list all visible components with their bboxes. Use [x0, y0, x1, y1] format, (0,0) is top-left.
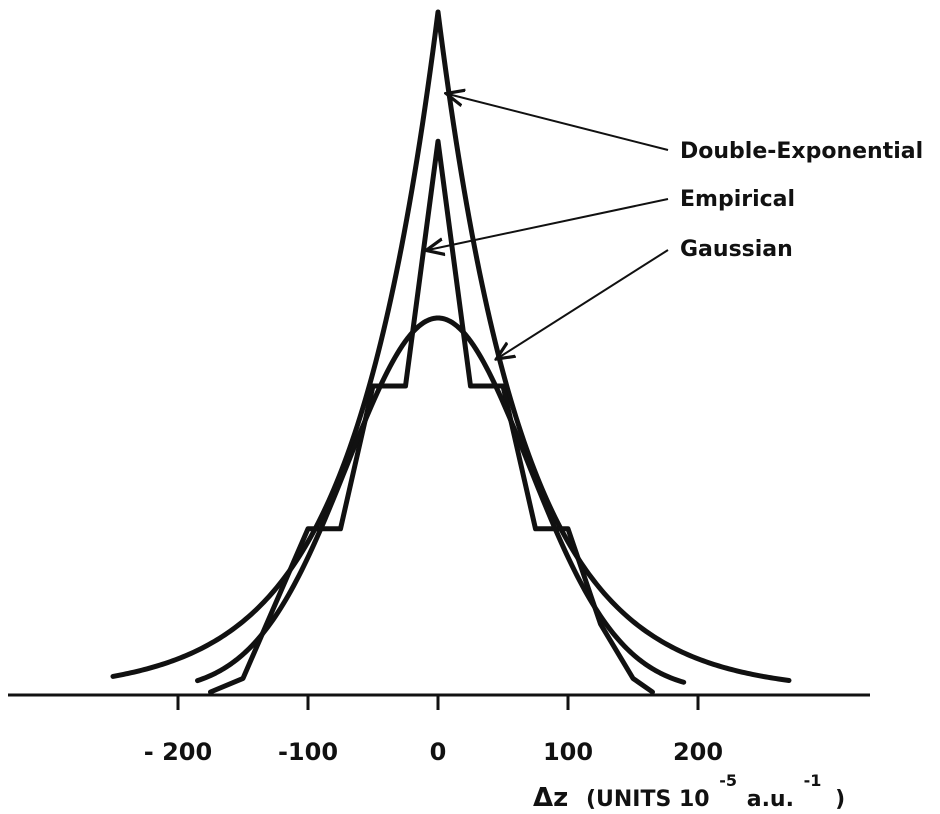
x-axis-label: Δz (UNITS 10 -5 a.u. -1 )	[533, 767, 845, 813]
x-tick-label: - 200	[144, 738, 212, 766]
plot-area	[110, 9, 792, 695]
annotation-arrow	[498, 249, 669, 358]
x-axis-label-delta: Δz	[533, 783, 568, 813]
x-tick-label: -100	[278, 738, 338, 766]
annotation-label: Empirical	[680, 187, 795, 212]
annotation-arrow	[448, 94, 669, 151]
x-axis-label-au: a.u.	[747, 787, 794, 812]
annotations: Double-Exponential Empirical Gaussian	[428, 94, 923, 358]
series-gaussian	[195, 315, 687, 685]
x-axis-label-close: )	[835, 787, 845, 812]
x-tick-label: 100	[543, 738, 593, 766]
series-double-exponential	[110, 9, 792, 683]
series-empirical	[208, 138, 655, 695]
x-ticks: - 200 -100 0 100 200	[144, 695, 723, 766]
x-axis-label-units: (UNITS 10	[586, 787, 710, 812]
annotation-label: Double-Exponential	[680, 139, 923, 164]
x-tick-label: 200	[673, 738, 723, 766]
x-tick-label: 0	[430, 738, 447, 766]
x-axis-label-exp2: -1	[804, 771, 822, 790]
annotation-arrow	[428, 198, 669, 250]
annotation-label: Gaussian	[680, 237, 793, 262]
x-axis-label-exp1: -5	[719, 771, 737, 790]
